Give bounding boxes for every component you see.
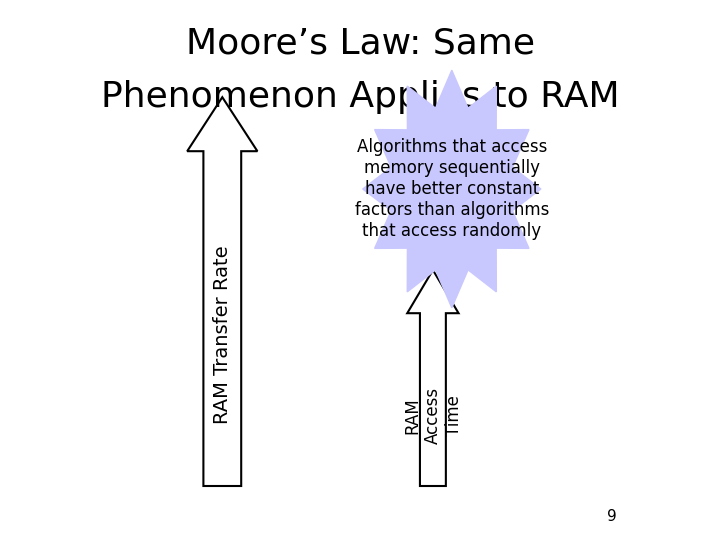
Text: Phenomenon Applies to RAM: Phenomenon Applies to RAM <box>101 80 619 114</box>
Polygon shape <box>408 270 459 486</box>
Text: RAM
Access
Time: RAM Access Time <box>403 387 463 444</box>
Polygon shape <box>363 70 541 308</box>
Text: 9: 9 <box>607 509 616 524</box>
Text: Algorithms that access
memory sequentially
have better constant
factors than alg: Algorithms that access memory sequential… <box>355 138 549 240</box>
Text: Moore’s Law: Same: Moore’s Law: Same <box>186 26 534 60</box>
Polygon shape <box>187 97 258 486</box>
Text: RAM Transfer Rate: RAM Transfer Rate <box>213 246 232 424</box>
